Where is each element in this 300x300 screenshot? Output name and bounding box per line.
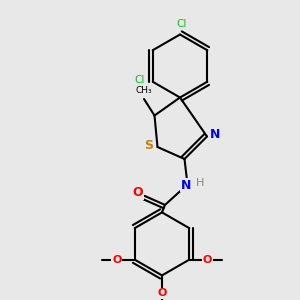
Text: N: N: [210, 128, 220, 142]
Text: O: O: [157, 288, 167, 298]
Text: N: N: [181, 178, 191, 192]
Text: O: O: [112, 255, 122, 265]
Text: H: H: [196, 178, 204, 188]
Text: Cl: Cl: [176, 19, 187, 29]
Text: O: O: [202, 255, 212, 265]
Text: S: S: [145, 139, 154, 152]
Text: CH₃: CH₃: [136, 86, 152, 95]
Text: O: O: [133, 186, 143, 200]
Text: Cl: Cl: [134, 75, 144, 85]
